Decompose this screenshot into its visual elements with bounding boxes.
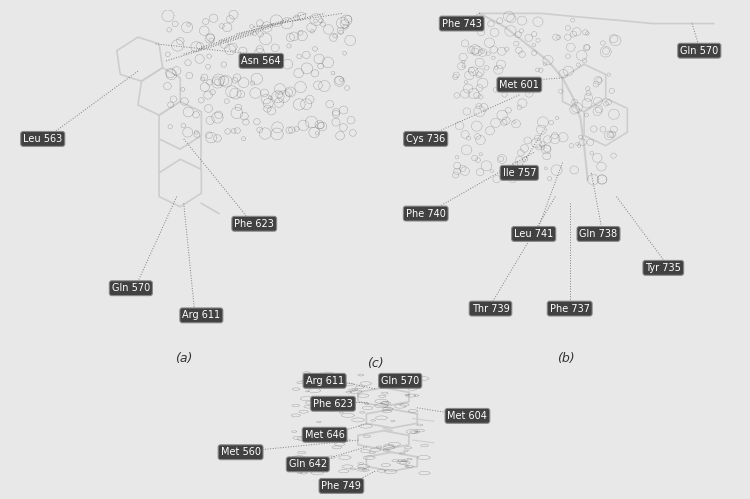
Text: Gln 570: Gln 570	[381, 376, 419, 386]
Text: Arg 611: Arg 611	[182, 310, 220, 320]
Text: Phe 623: Phe 623	[313, 399, 353, 409]
Text: Gln 570: Gln 570	[680, 46, 718, 56]
Text: Phe 743: Phe 743	[442, 18, 482, 28]
Text: Met 604: Met 604	[448, 411, 488, 421]
Text: (c): (c)	[367, 357, 383, 370]
Text: Asn 564: Asn 564	[242, 56, 281, 66]
Text: Phe 749: Phe 749	[322, 481, 362, 491]
Text: Gln 642: Gln 642	[289, 460, 327, 470]
Text: Leu 741: Leu 741	[514, 229, 554, 239]
Text: Tyr 735: Tyr 735	[645, 263, 681, 273]
Text: Met 560: Met 560	[220, 447, 260, 457]
Text: Leu 563: Leu 563	[23, 134, 62, 144]
Text: Gln 738: Gln 738	[580, 229, 617, 239]
Text: Gln 570: Gln 570	[112, 283, 150, 293]
Text: Cys 736: Cys 736	[406, 134, 445, 144]
Text: Phe 737: Phe 737	[550, 303, 590, 313]
Text: Thr 739: Thr 739	[472, 303, 509, 313]
Text: Phe 623: Phe 623	[234, 219, 274, 229]
Text: Phe 740: Phe 740	[406, 209, 445, 219]
Text: Met 646: Met 646	[304, 430, 344, 440]
Text: (a): (a)	[175, 352, 193, 365]
Text: Arg 611: Arg 611	[305, 376, 344, 386]
Text: Met 601: Met 601	[500, 80, 539, 90]
Text: (b): (b)	[557, 352, 575, 365]
Text: Ile 757: Ile 757	[503, 168, 536, 178]
